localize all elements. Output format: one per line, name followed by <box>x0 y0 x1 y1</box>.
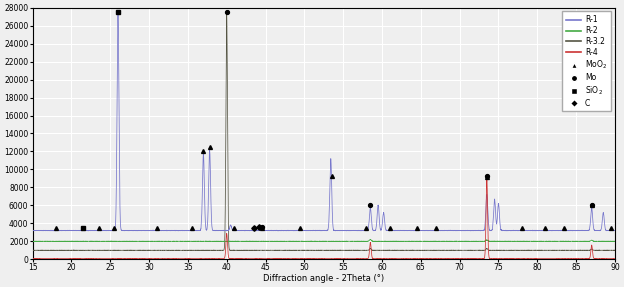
X-axis label: Diffraction angle - 2Theta (°): Diffraction angle - 2Theta (°) <box>263 274 384 283</box>
Legend: R-1, R-2, R-3.2, R-4, MoO$_2$, Mo, SiO$_2$, C: R-1, R-2, R-3.2, R-4, MoO$_2$, Mo, SiO$_… <box>562 11 611 111</box>
